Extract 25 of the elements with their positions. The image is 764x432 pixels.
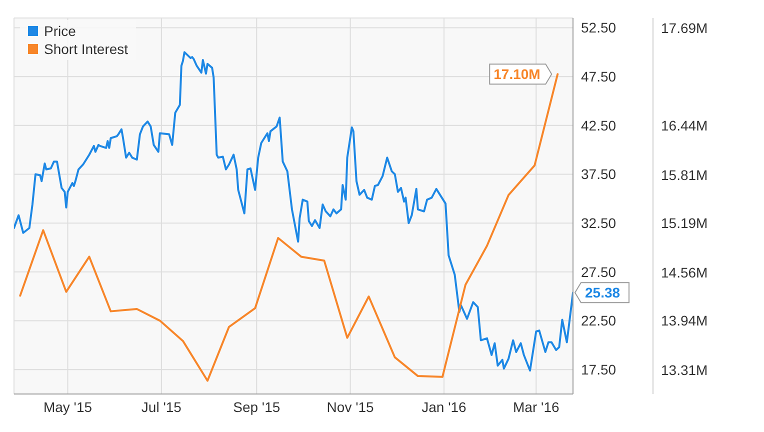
y2-tick-label: 14.56M <box>661 264 708 280</box>
y-tick-label: 27.50 <box>581 264 616 280</box>
y2-tick-label: 16.44M <box>661 118 708 134</box>
y-tick-label: 22.50 <box>581 312 616 329</box>
y2-tick-label: 15.81M <box>661 166 708 183</box>
data-label: 25.38 <box>585 284 620 301</box>
y2-tick-label: 13.94M <box>661 312 708 329</box>
x-tick-label: Nov '15 <box>326 398 374 415</box>
x-tick-label: Sep '15 <box>233 398 280 415</box>
y-tick-label: 32.50 <box>581 215 616 232</box>
x-tick-label: Jan '16 <box>422 398 467 415</box>
x-tick-label: Jul '15 <box>141 398 182 415</box>
y-tick-label: 52.50 <box>581 20 616 36</box>
y-tick-label: 47.50 <box>581 68 616 85</box>
legend-label: Short Interest <box>44 40 128 58</box>
y2-tick-label: 15.19M <box>661 215 708 232</box>
y-tick-label: 17.50 <box>581 362 616 378</box>
data-label: 17.10M <box>494 66 540 82</box>
y2-tick-label: 17.69M <box>661 20 708 36</box>
legend-label: Price <box>44 22 76 40</box>
x-tick-label: Mar '16 <box>513 398 560 415</box>
y-tick-label: 37.50 <box>581 166 616 182</box>
y2-tick-label: 13.31M <box>661 362 708 378</box>
y-tick-label: 42.50 <box>581 117 616 134</box>
x-tick-label: May '15 <box>43 398 92 415</box>
